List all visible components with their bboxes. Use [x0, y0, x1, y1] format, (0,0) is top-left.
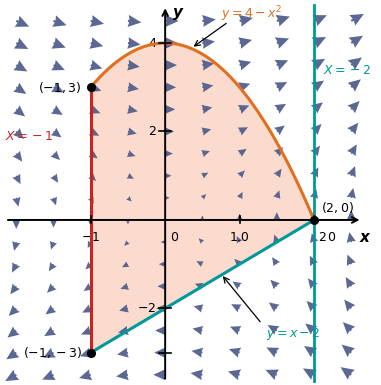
Text: 2: 2 — [318, 231, 326, 244]
Text: $y = 4 - x^2$: $y = 4 - x^2$ — [221, 5, 282, 24]
Text: $-$1: $-$1 — [81, 231, 100, 244]
Text: $X = -1$: $X = -1$ — [5, 131, 54, 143]
Text: 0: 0 — [327, 231, 335, 244]
Text: $(-1, 3)$: $(-1, 3)$ — [38, 80, 82, 95]
Text: $X = -2$: $X = -2$ — [323, 64, 371, 77]
Text: 0: 0 — [170, 231, 178, 244]
Text: $(2, 0)$: $(2, 0)$ — [322, 200, 354, 215]
Text: 4: 4 — [148, 37, 156, 50]
Text: 2: 2 — [148, 125, 156, 138]
Text: x: x — [360, 230, 370, 245]
Text: $y = x - 2$: $y = x - 2$ — [266, 326, 320, 342]
Text: $-$2: $-$2 — [137, 302, 156, 315]
Text: $(-1, -3)$: $(-1, -3)$ — [23, 345, 82, 360]
Text: 1.0: 1.0 — [230, 231, 250, 244]
Text: y: y — [173, 5, 182, 20]
